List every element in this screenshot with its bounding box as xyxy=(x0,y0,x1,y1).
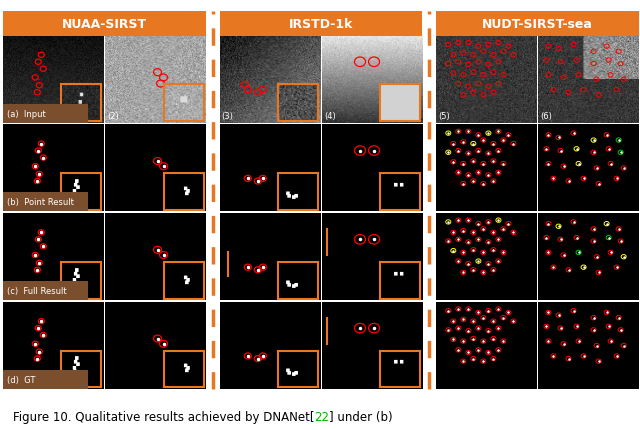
Text: (b)  Point Result: (b) Point Result xyxy=(8,198,74,207)
Text: (1): (1) xyxy=(5,112,17,121)
Text: (6): (6) xyxy=(540,112,552,121)
Text: (d)  GT: (d) GT xyxy=(8,375,36,384)
Text: NUDT-SIRST-sea: NUDT-SIRST-sea xyxy=(482,18,593,31)
Text: 22: 22 xyxy=(314,410,330,423)
Text: NUAA-SIRST: NUAA-SIRST xyxy=(62,18,147,31)
Text: Figure 10. Qualitative results achieved by DNANet[: Figure 10. Qualitative results achieved … xyxy=(13,410,314,423)
Text: (c)  Full Result: (c) Full Result xyxy=(8,286,67,295)
Text: (4): (4) xyxy=(324,112,335,121)
Text: (3): (3) xyxy=(221,112,234,121)
Text: IRSTD-1k: IRSTD-1k xyxy=(289,18,353,31)
Text: (2): (2) xyxy=(108,112,119,121)
Text: (5): (5) xyxy=(438,112,450,121)
Text: ] under (b): ] under (b) xyxy=(330,410,393,423)
Text: (a)  Input: (a) Input xyxy=(8,109,46,118)
